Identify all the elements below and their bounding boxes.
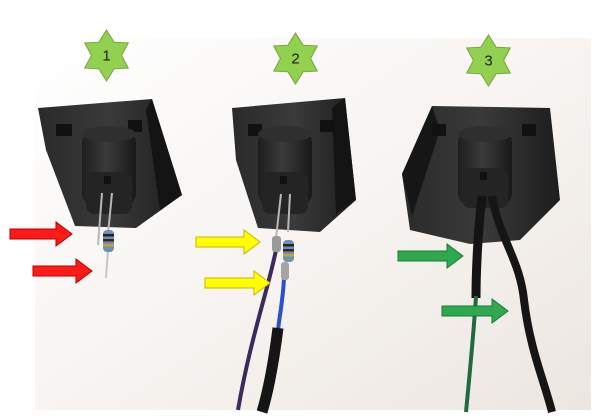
star-badge-icon [83,29,130,82]
connector-housing-1 [38,99,182,228]
step-badge-3: 3 [465,34,512,87]
step-label-3: 3 [484,53,492,70]
star-badge-icon [465,34,512,87]
arrow-right-icon [397,243,464,269]
arrow-right-icon [32,258,93,284]
step-badge-2: 2 [272,32,319,85]
resistor-1 [103,230,114,252]
resistor-leads-1 [97,192,113,279]
arrow-right-icon [204,270,271,296]
arrow-right-icon [441,298,509,324]
step-label-1: 1 [102,48,110,65]
step-label-2: 2 [291,51,299,68]
connector-housing-2 [232,98,356,232]
resistor-2 [283,240,294,262]
star-badge-icon [272,32,319,85]
connector-housing-3 [402,106,560,244]
wires-2 [236,193,291,414]
arrow-right-icon [9,221,73,247]
arrow-right-icon [195,229,261,255]
step-badge-1: 1 [83,29,130,82]
